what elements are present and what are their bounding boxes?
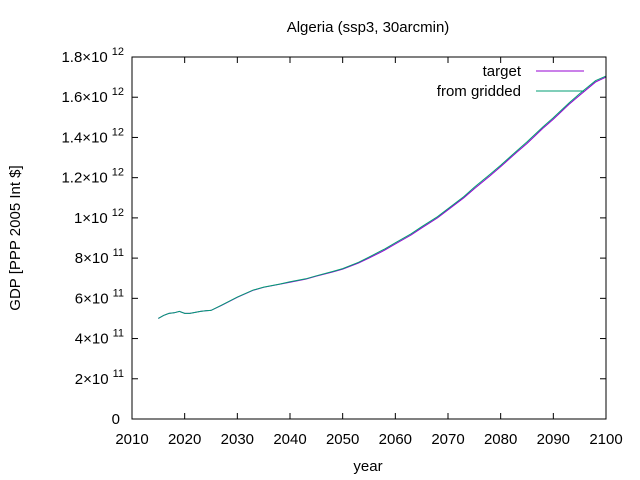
x-tick-label-2: 2030 bbox=[221, 431, 254, 448]
y-tick-label-9: 1.8×10 12 bbox=[61, 46, 124, 66]
x-tick-label-1: 2020 bbox=[168, 431, 201, 448]
series-lines bbox=[158, 75, 607, 319]
legend-label-from-gridded: from gridded bbox=[437, 83, 521, 100]
y-tick-label-8: 1.6×10 12 bbox=[61, 86, 124, 106]
x-tick-label-5: 2060 bbox=[379, 431, 412, 448]
x-tick-label-0: 2010 bbox=[115, 431, 148, 448]
x-tick-label-7: 2080 bbox=[484, 431, 517, 448]
series-line-from-gridded bbox=[158, 75, 607, 319]
y-axis-label: GDP [PPP 2005 Int $] bbox=[7, 165, 24, 310]
y-tick-label-2: 4×10 11 bbox=[75, 328, 124, 348]
y-tick-label-7: 1.4×10 12 bbox=[61, 126, 124, 146]
legend-label-target: target bbox=[483, 63, 522, 80]
y-tick-label-4: 8×10 11 bbox=[75, 247, 124, 267]
y-tick-label-1: 2×10 11 bbox=[75, 368, 124, 388]
x-axis-label: year bbox=[353, 458, 382, 475]
x-tick-label-6: 2070 bbox=[431, 431, 464, 448]
x-tick-label-8: 2090 bbox=[537, 431, 570, 448]
y-tick-label-0: 0 bbox=[112, 411, 120, 428]
chart-title: Algeria (ssp3, 30arcmin) bbox=[287, 19, 450, 36]
legend: target from gridded bbox=[437, 63, 584, 100]
plot-frame bbox=[131, 56, 607, 420]
x-tick-label-3: 2040 bbox=[273, 431, 306, 448]
y-tick-label-6: 1.2×10 12 bbox=[61, 167, 124, 187]
y-axis-label-group: GDP [PPP 2005 Int $] bbox=[7, 165, 24, 310]
y-tick-label-3: 6×10 11 bbox=[75, 287, 124, 307]
x-tick-label-9: 2100 bbox=[589, 431, 622, 448]
axis-ticks: 2010 2020 2030 2040 2050 2060 2070 2080 2090 2100… bbox=[61, 46, 622, 448]
y-tick-label-5: 1×10 12 bbox=[74, 207, 124, 227]
series-line-target bbox=[158, 76, 607, 319]
x-tick-label-4: 2050 bbox=[326, 431, 359, 448]
